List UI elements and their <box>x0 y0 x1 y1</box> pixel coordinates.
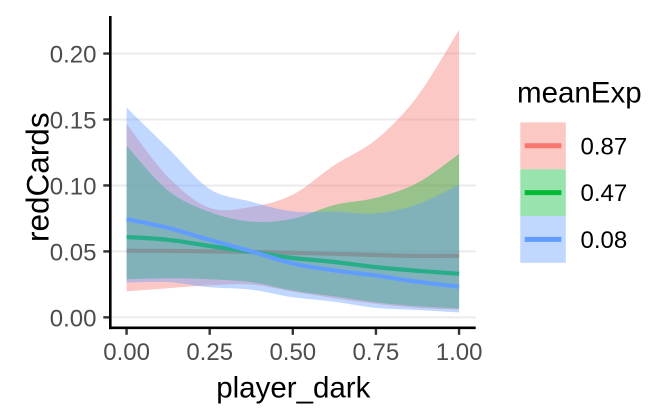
svg-text:redCards: redCards <box>20 112 56 242</box>
svg-text:0.05: 0.05 <box>50 239 97 266</box>
svg-text:0.50: 0.50 <box>269 339 316 366</box>
svg-text:player_dark: player_dark <box>216 372 370 405</box>
svg-text:0.00: 0.00 <box>50 305 97 332</box>
svg-text:1.00: 1.00 <box>436 339 483 366</box>
svg-text:0.25: 0.25 <box>186 339 233 366</box>
svg-text:0.10: 0.10 <box>50 174 97 201</box>
svg-text:0.87: 0.87 <box>581 133 628 160</box>
svg-text:meanExp: meanExp <box>517 77 642 110</box>
svg-text:0.15: 0.15 <box>50 108 97 135</box>
svg-text:0.08: 0.08 <box>581 227 628 254</box>
svg-text:0.00: 0.00 <box>103 339 150 366</box>
svg-text:0.47: 0.47 <box>581 180 628 207</box>
svg-text:0.20: 0.20 <box>50 42 97 69</box>
svg-text:0.75: 0.75 <box>353 339 400 366</box>
